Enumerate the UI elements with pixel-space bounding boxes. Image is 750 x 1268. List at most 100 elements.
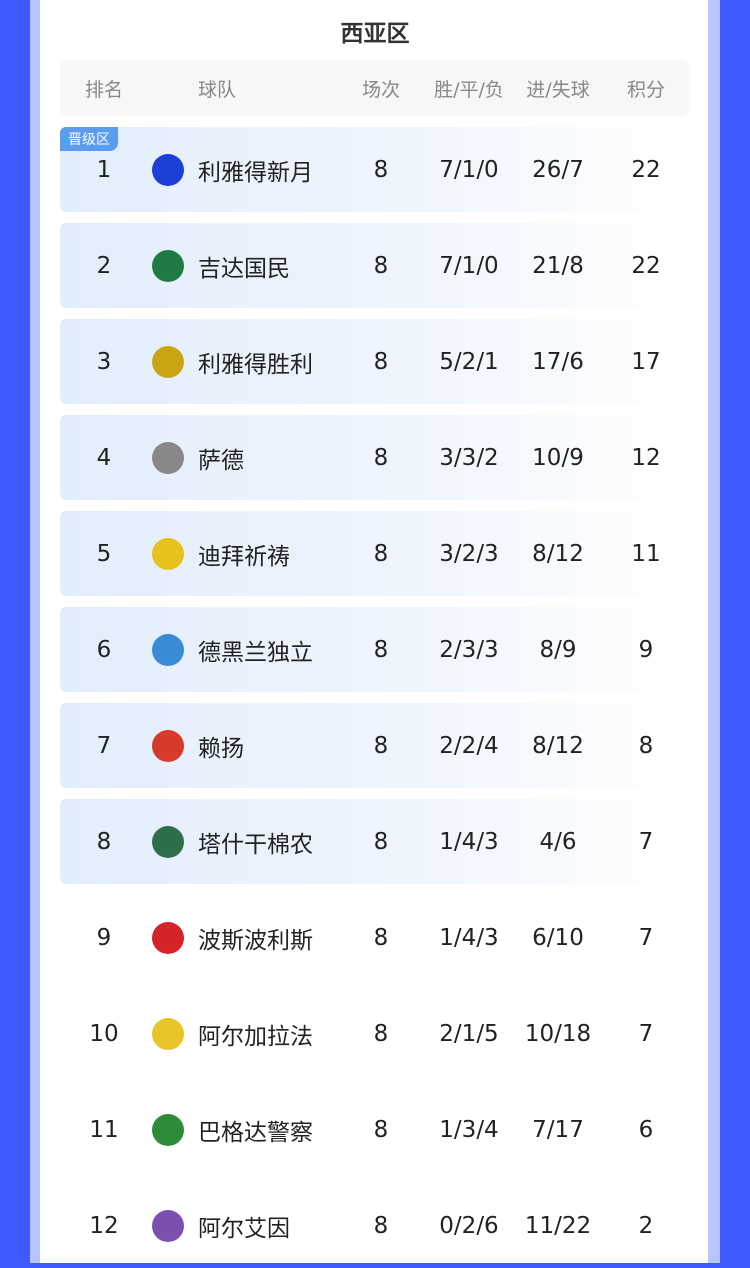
team-logo xyxy=(148,607,188,692)
header-team: 球队 xyxy=(198,78,237,101)
team-logo xyxy=(148,223,188,308)
games-cell: 8 xyxy=(373,1020,389,1047)
rank-cell: 5 xyxy=(96,540,112,567)
header-rank: 排名 xyxy=(84,78,123,101)
games-cell: 8 xyxy=(373,924,389,951)
table-row[interactable]: 11 巴格达警察 8 1/3/4 7/17 6 xyxy=(60,1087,690,1172)
team-logo xyxy=(148,1087,188,1172)
team-logo xyxy=(148,415,188,500)
page-title: 西亚区 xyxy=(340,21,410,47)
table-row[interactable]: 3 利雅得胜利 8 5/2/1 17/6 17 xyxy=(60,319,690,404)
table-row[interactable]: 12 阿尔艾因 8 0/2/6 11/22 2 xyxy=(60,1183,690,1268)
persepolis-logo-icon xyxy=(152,921,184,954)
goals-cell: 11/22 xyxy=(524,1212,592,1239)
table-header: 排名 球队 场次 胜/平/负 进/失球 积分 xyxy=(60,60,690,116)
goals-cell: 21/8 xyxy=(532,252,584,279)
points-cell: 17 xyxy=(631,348,661,375)
team-name: 德黑兰独立 xyxy=(198,639,313,666)
table-row[interactable]: 6 德黑兰独立 8 2/3/3 8/9 9 xyxy=(60,607,690,692)
team-logo xyxy=(148,1183,188,1268)
games-cell: 8 xyxy=(373,828,389,855)
team-name: 阿尔加拉法 xyxy=(198,1023,313,1050)
points-cell: 11 xyxy=(631,540,661,567)
wdl-cell: 2/3/3 xyxy=(439,636,499,663)
goals-cell: 8/12 xyxy=(532,732,584,759)
rank-cell: 4 xyxy=(96,444,112,471)
points-cell: 22 xyxy=(631,156,661,183)
team-name: 巴格达警察 xyxy=(198,1119,313,1146)
alahli-logo-icon xyxy=(152,249,184,282)
points-cell: 6 xyxy=(638,1116,654,1143)
algharafa-logo-icon xyxy=(152,1017,184,1050)
games-cell: 8 xyxy=(373,540,389,567)
rank-cell: 2 xyxy=(96,252,112,279)
wdl-cell: 1/4/3 xyxy=(439,924,499,951)
header-games: 场次 xyxy=(361,78,400,101)
goals-cell: 6/10 xyxy=(532,924,584,951)
points-cell: 22 xyxy=(631,252,661,279)
goals-cell: 26/7 xyxy=(532,156,584,183)
team-logo xyxy=(148,319,188,404)
points-cell: 12 xyxy=(631,444,661,471)
team-name: 利雅得新月 xyxy=(198,159,313,186)
table-row[interactable]: 晋级区 1 利雅得新月 8 7/1/0 26/7 22 xyxy=(60,127,690,212)
wdl-cell: 1/3/4 xyxy=(439,1116,499,1143)
alsadd-logo-icon xyxy=(152,441,184,474)
goals-cell: 17/6 xyxy=(532,348,584,375)
points-cell: 7 xyxy=(638,1020,654,1047)
rank-cell: 1 xyxy=(96,156,112,183)
games-cell: 8 xyxy=(373,1116,389,1143)
rank-cell: 7 xyxy=(96,732,112,759)
team-logo xyxy=(148,799,188,884)
points-cell: 7 xyxy=(638,924,654,951)
rank-cell: 12 xyxy=(89,1212,119,1239)
goals-cell: 4/6 xyxy=(539,828,577,855)
header-wdl: 胜/平/负 xyxy=(434,78,504,101)
team-name: 阿尔艾因 xyxy=(198,1215,290,1242)
pakhtakor-logo-icon xyxy=(152,825,184,858)
games-cell: 8 xyxy=(373,732,389,759)
table-row[interactable]: 8 塔什干棉农 8 1/4/3 4/6 7 xyxy=(60,799,690,884)
games-cell: 8 xyxy=(373,636,389,663)
rank-cell: 8 xyxy=(96,828,112,855)
wdl-cell: 7/1/0 xyxy=(439,252,499,279)
alwasl-logo-icon xyxy=(152,537,184,570)
points-cell: 2 xyxy=(638,1212,654,1239)
wdl-cell: 2/1/5 xyxy=(439,1020,499,1047)
team-logo xyxy=(148,511,188,596)
rank-cell: 3 xyxy=(96,348,112,375)
team-name: 利雅得胜利 xyxy=(198,351,313,378)
table-row[interactable]: 5 迪拜祈祷 8 3/2/3 8/12 11 xyxy=(60,511,690,596)
rank-cell: 11 xyxy=(89,1116,119,1143)
team-name: 吉达国民 xyxy=(198,255,290,282)
header-goals: 进/失球 xyxy=(526,78,590,101)
team-name: 萨德 xyxy=(198,447,244,474)
alain-logo-icon xyxy=(152,1209,184,1242)
alhilal-logo-icon xyxy=(152,153,184,186)
wdl-cell: 2/2/4 xyxy=(439,732,499,759)
table-row[interactable]: 9 波斯波利斯 8 1/4/3 6/10 7 xyxy=(60,895,690,980)
games-cell: 8 xyxy=(373,348,389,375)
wdl-cell: 7/1/0 xyxy=(439,156,499,183)
team-name: 波斯波利斯 xyxy=(198,927,313,954)
games-cell: 8 xyxy=(373,444,389,471)
table-row[interactable]: 10 阿尔加拉法 8 2/1/5 10/18 7 xyxy=(60,991,690,1076)
alnassr-logo-icon xyxy=(152,345,184,378)
promotion-badge: 晋级区 xyxy=(60,127,118,151)
team-logo xyxy=(148,895,188,980)
team-logo xyxy=(148,127,188,212)
games-cell: 8 xyxy=(373,252,389,279)
points-cell: 9 xyxy=(638,636,654,663)
team-name: 迪拜祈祷 xyxy=(198,543,290,570)
table-row[interactable]: 7 赖扬 8 2/2/4 8/12 8 xyxy=(60,703,690,788)
table-row[interactable]: 4 萨德 8 3/3/2 10/9 12 xyxy=(60,415,690,500)
team-logo xyxy=(148,703,188,788)
wdl-cell: 3/2/3 xyxy=(439,540,499,567)
goals-cell: 7/17 xyxy=(532,1116,584,1143)
rank-cell: 6 xyxy=(96,636,112,663)
wdl-cell: 3/3/2 xyxy=(439,444,499,471)
goals-cell: 8/9 xyxy=(539,636,577,663)
points-cell: 7 xyxy=(638,828,654,855)
table-row[interactable]: 2 吉达国民 8 7/1/0 21/8 22 xyxy=(60,223,690,308)
games-cell: 8 xyxy=(373,156,389,183)
